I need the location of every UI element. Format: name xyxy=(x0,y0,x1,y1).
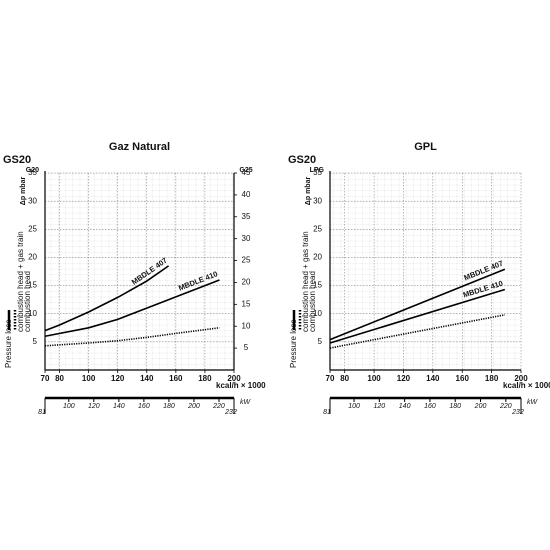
x2-axis-label: kW xyxy=(240,399,252,406)
legend-title: Pressure loss xyxy=(289,320,298,368)
y2-tick-label: 25 xyxy=(242,256,251,265)
legend-item: combustion head + gas train xyxy=(301,231,310,332)
x2-tick-label: 180 xyxy=(163,403,175,410)
y-tick-label: 35 xyxy=(313,168,322,177)
y2-tick-label: 15 xyxy=(242,299,251,308)
x2-tick-label: 140 xyxy=(113,403,125,410)
y-tick-label: 15 xyxy=(28,281,37,290)
y2-tick-label: 40 xyxy=(242,190,251,199)
y-tick-label: 25 xyxy=(313,224,322,233)
line-series xyxy=(329,288,506,344)
line-series xyxy=(44,326,220,347)
x2-tick-label: 81 xyxy=(38,409,46,416)
y-tick-label: 10 xyxy=(313,309,322,318)
line-series xyxy=(44,265,170,332)
minor-grid xyxy=(45,173,234,370)
y2-header: G25 xyxy=(239,167,252,174)
y2-tick-label: 45 xyxy=(242,168,251,177)
y-axis-label: Δp mbar xyxy=(305,177,312,206)
x-tick-label: 120 xyxy=(111,374,125,383)
x2-tick-label: 100 xyxy=(63,403,75,410)
x-tick-label: 180 xyxy=(485,374,499,383)
x-tick-label: 200 xyxy=(514,374,528,383)
x-axis-label: kcal/h × 1000 xyxy=(503,381,550,390)
x-tick-label: 100 xyxy=(82,374,96,383)
y-tick-label: 30 xyxy=(28,196,37,205)
legend-title: Pressure loss xyxy=(4,320,13,368)
x2-tick-label: 120 xyxy=(373,403,385,410)
x2-tick-label: 180 xyxy=(449,403,461,410)
x-tick-label: 80 xyxy=(340,374,349,383)
y2-tick-label: 20 xyxy=(242,278,251,287)
x2-tick-label: 220 xyxy=(212,403,225,410)
x-tick-label: 140 xyxy=(140,374,154,383)
x2-tick-label: 81 xyxy=(323,409,331,416)
x-tick-label: 160 xyxy=(169,374,183,383)
legend-item: combustion head + gas train xyxy=(16,231,25,332)
line-series xyxy=(329,314,505,349)
x2-axis-label: kW xyxy=(527,399,539,406)
x-tick-label: 120 xyxy=(397,374,411,383)
y2-tick-label: 35 xyxy=(242,212,251,221)
gas-label: GS20 xyxy=(3,154,31,166)
y-tick-label: 20 xyxy=(28,253,37,262)
legend-item: combustion head xyxy=(308,271,317,332)
x2-tick-label: 140 xyxy=(399,403,411,410)
x-axis-label: kcal/h × 1000 xyxy=(216,381,266,390)
x2-tick-label: 220 xyxy=(499,403,512,410)
chart-title: GPL xyxy=(414,141,437,153)
y-axis-label: Δp mbar xyxy=(20,177,27,206)
line-series xyxy=(329,268,506,341)
y-tick-label: 30 xyxy=(313,196,322,205)
y2-tick-label: 5 xyxy=(244,343,249,352)
x-tick-label: 140 xyxy=(426,374,440,383)
x-tick-label: 160 xyxy=(456,374,470,383)
x2-tick-label: 160 xyxy=(424,403,436,410)
y-tick-label: 5 xyxy=(33,337,38,346)
x-tick-label: 100 xyxy=(367,374,381,383)
y-tick-label: 5 xyxy=(318,337,323,346)
x-tick-label: 180 xyxy=(198,374,212,383)
chart-title: Gaz Natural xyxy=(109,141,170,153)
gas-label: GS20 xyxy=(288,154,316,166)
x2-tick-label: 120 xyxy=(88,403,100,410)
y-tick-label: 10 xyxy=(28,309,37,318)
x-tick-label: 200 xyxy=(227,374,241,383)
y-tick-label: 20 xyxy=(313,253,322,262)
y2-tick-label: 10 xyxy=(242,321,251,330)
y-header: G20 xyxy=(26,167,39,174)
line-series xyxy=(44,279,220,338)
x-tick-label: 70 xyxy=(41,374,50,383)
y2-tick-label: 30 xyxy=(242,234,251,243)
y-tick-label: 25 xyxy=(28,224,37,233)
x-tick-label: 80 xyxy=(55,374,64,383)
x2-tick-label: 232 xyxy=(511,409,524,416)
y-tick-label: 35 xyxy=(28,168,37,177)
x2-tick-label: 100 xyxy=(348,403,360,410)
minor-grid xyxy=(330,173,521,370)
x2-tick-label: 200 xyxy=(474,403,487,410)
y-header: LPG xyxy=(310,167,325,174)
x2-tick-label: 160 xyxy=(138,403,150,410)
x-tick-label: 70 xyxy=(326,374,335,383)
y-tick-label: 15 xyxy=(313,281,322,290)
x2-tick-label: 232 xyxy=(224,409,237,416)
x2-tick-label: 200 xyxy=(187,403,200,410)
legend-item: combustion head xyxy=(23,271,32,332)
